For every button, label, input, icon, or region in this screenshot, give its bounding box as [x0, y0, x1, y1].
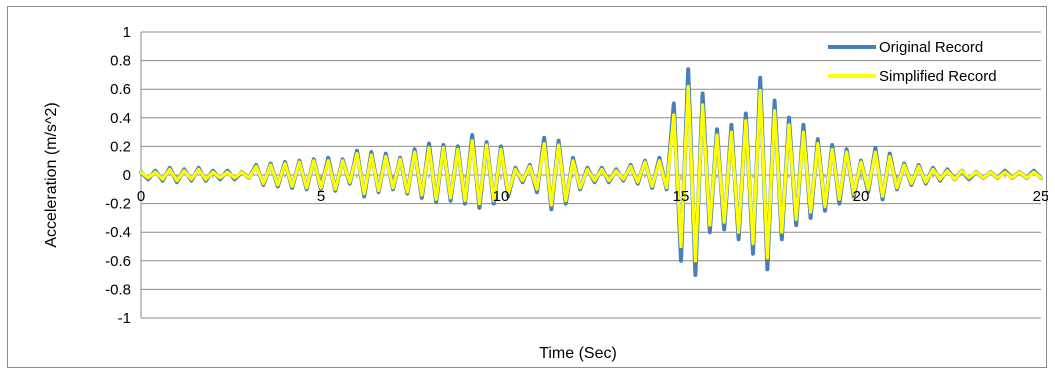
acceleration-chart: 1 0.8 0.6 0.4 0.2 0 -0.2 -0.4 -0.6 -0.8 -1 0 5 10 15 20…	[43, 24, 1048, 362]
legend-label-original: Original Record	[879, 39, 983, 56]
grid	[141, 31, 1041, 319]
y-tick-label: 0.4	[110, 110, 131, 127]
y-tick-label: -1	[118, 310, 131, 327]
x-tick-label: 25	[1033, 188, 1048, 205]
y-tick-label: 0.2	[110, 138, 131, 155]
y-tick-label: 0.6	[110, 81, 131, 98]
x-axis-title: Time (Sec)	[539, 345, 617, 362]
y-tick-label: 0	[123, 167, 131, 184]
x-tick-label: 10	[493, 188, 510, 205]
y-tick-label: -0.6	[105, 253, 131, 270]
y-tick-label: -0.2	[105, 196, 131, 213]
y-axis-title: Acceleration (m/s^2)	[43, 102, 60, 247]
chart-frame: 1 0.8 0.6 0.4 0.2 0 -0.2 -0.4 -0.6 -0.8 -1 0 5 10 15 20…	[7, 6, 1048, 368]
x-tick-label: 5	[317, 188, 325, 205]
y-tick-label: -0.4	[105, 224, 131, 241]
series-lines	[139, 67, 1043, 278]
x-tick-label: 0	[137, 188, 145, 205]
legend: Original Record Simplified Record	[828, 39, 997, 85]
legend-label-simplified: Simplified Record	[879, 68, 997, 85]
x-tick-label: 20	[853, 188, 870, 205]
y-tick-label: 1	[123, 24, 131, 41]
x-tick-label: 15	[673, 188, 690, 205]
y-tick-label: -0.8	[105, 281, 131, 298]
tick-labels: 1 0.8 0.6 0.4 0.2 0 -0.2 -0.4 -0.6 -0.8 -1 0 5 10 15 20…	[105, 24, 1048, 327]
y-tick-label: 0.8	[110, 53, 131, 70]
series-line-simplified	[139, 84, 1043, 263]
